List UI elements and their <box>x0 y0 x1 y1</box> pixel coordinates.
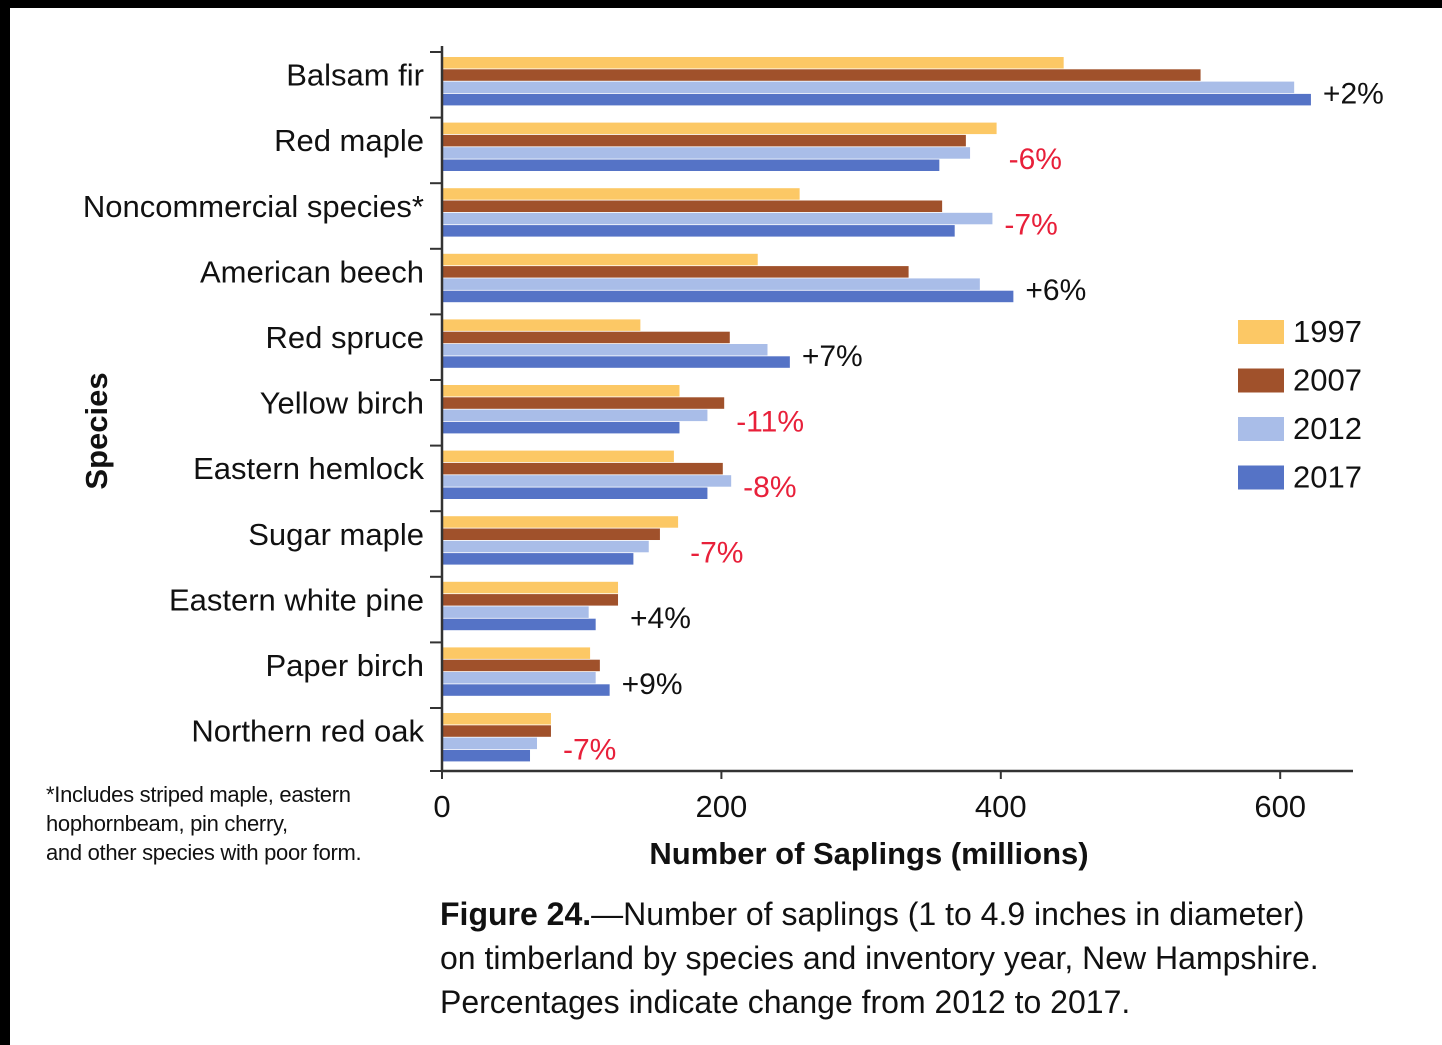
change-annotation-sugar-maple: -7% <box>690 537 743 570</box>
bar-eastern-hemlock-2007 <box>442 462 723 475</box>
legend-swatch-1997 <box>1238 320 1284 344</box>
figure-page: 0 200 400 600 Number of Saplings (millions) S… <box>10 8 1442 1045</box>
bar-sugar-maple-2012 <box>442 540 649 553</box>
footnote-line-1: *Includes striped maple, eastern <box>46 782 351 807</box>
bar-red-spruce-2017 <box>442 356 790 368</box>
bar-paper-birch-2007 <box>442 659 600 672</box>
bar-sugar-maple-1997 <box>442 516 679 528</box>
caption-figure-label: Figure 24. <box>440 896 592 932</box>
category-label-eastern-hemlock: Eastern hemlock <box>193 451 424 486</box>
bar-sugar-maple-2007 <box>442 528 660 540</box>
legend-label-1997: 1997 <box>1293 314 1362 349</box>
bar-yellow-birch-2012 <box>442 409 708 422</box>
footnote-line-2: hophornbeam, pin cherry, <box>46 811 288 836</box>
footnote-line-3: and other species with poor form. <box>46 840 362 865</box>
category-label-yellow-birch: Yellow birch <box>260 386 424 421</box>
bar-yellow-birch-2007 <box>442 397 725 409</box>
caption-line-2: on timberland by species and inventory y… <box>440 940 1319 976</box>
bar-american-beech-2007 <box>442 266 909 278</box>
x-tick-label-0: 0 <box>433 789 450 824</box>
change-annotation-red-maple: -6% <box>1009 143 1062 176</box>
category-label-paper-birch: Paper birch <box>265 648 424 683</box>
legend-swatch-2012 <box>1238 417 1284 441</box>
bar-red-spruce-2007 <box>442 331 730 344</box>
category-label-northern-red-oak: Northern red oak <box>191 714 424 749</box>
category-label-red-maple: Red maple <box>274 123 424 158</box>
legend-label-2007: 2007 <box>1293 363 1362 398</box>
bar-american-beech-2012 <box>442 278 980 290</box>
legend-label-2017: 2017 <box>1293 460 1362 495</box>
bar-noncommercial-species-2007 <box>442 200 943 212</box>
bar-sugar-maple-2017 <box>442 553 634 565</box>
x-tick-label-600: 600 <box>1254 789 1306 824</box>
legend-swatch-2007 <box>1238 368 1284 393</box>
bar-noncommercial-species-2012 <box>442 212 993 225</box>
category-label-sugar-maple: Sugar maple <box>248 517 424 552</box>
bar-balsam-fir-2017 <box>442 93 1311 106</box>
x-axis-title: Number of Saplings (millions) <box>649 836 1088 871</box>
bar-american-beech-1997 <box>442 253 758 266</box>
category-label-eastern-white-pine: Eastern white pine <box>169 582 424 617</box>
change-annotation-eastern-white-pine: +4% <box>630 602 691 635</box>
bar-northern-red-oak-2007 <box>442 725 551 737</box>
bar-american-beech-2017 <box>442 290 1014 303</box>
bar-northern-red-oak-1997 <box>442 713 551 725</box>
caption-line-1: —Number of saplings (1 to 4.9 inches in … <box>591 896 1305 932</box>
x-tick-label-400: 400 <box>975 789 1027 824</box>
bar-noncommercial-species-2017 <box>442 225 955 237</box>
bar-noncommercial-species-1997 <box>442 188 800 200</box>
bar-paper-birch-1997 <box>442 647 591 659</box>
bar-red-maple-2007 <box>442 134 966 147</box>
bar-northern-red-oak-2017 <box>442 749 531 762</box>
bar-red-spruce-2012 <box>442 344 768 356</box>
bar-yellow-birch-1997 <box>442 385 680 397</box>
change-annotation-balsam-fir: +2% <box>1323 77 1384 110</box>
bar-red-spruce-1997 <box>442 319 641 331</box>
bar-yellow-birch-2017 <box>442 421 680 434</box>
change-annotation-american-beech: +6% <box>1025 274 1086 307</box>
bar-paper-birch-2012 <box>442 672 596 684</box>
bar-eastern-hemlock-2017 <box>442 487 708 499</box>
legend-label-2012: 2012 <box>1293 411 1362 446</box>
caption-line-3: Percentages indicate change from 2012 to… <box>440 984 1131 1020</box>
bar-balsam-fir-1997 <box>442 57 1064 69</box>
change-annotation-noncommercial-species: -7% <box>1004 209 1057 242</box>
x-tick-label-200: 200 <box>696 789 748 824</box>
bar-eastern-white-pine-2017 <box>442 618 596 631</box>
bar-red-maple-2012 <box>442 147 971 159</box>
bar-northern-red-oak-2012 <box>442 737 537 750</box>
change-annotation-yellow-birch: -11% <box>736 405 804 438</box>
bar-eastern-white-pine-2012 <box>442 606 589 618</box>
bar-eastern-white-pine-2007 <box>442 594 619 606</box>
category-label-american-beech: American beech <box>200 254 424 289</box>
bar-balsam-fir-2007 <box>442 69 1201 81</box>
change-annotation-northern-red-oak: -7% <box>563 733 616 766</box>
y-axis-title: Species <box>79 372 114 489</box>
change-annotation-eastern-hemlock: -8% <box>743 471 796 504</box>
figure-caption: Figure 24.—Number of saplings (1 to 4.9 … <box>440 892 1442 1024</box>
category-label-balsam-fir: Balsam fir <box>286 58 424 93</box>
bar-balsam-fir-2012 <box>442 81 1295 94</box>
category-label-noncommercial-species: Noncommercial species* <box>83 189 424 224</box>
bar-red-maple-1997 <box>442 122 997 135</box>
bar-eastern-hemlock-1997 <box>442 450 674 463</box>
change-annotation-paper-birch: +9% <box>622 668 683 701</box>
bar-paper-birch-2017 <box>442 684 610 696</box>
bar-red-maple-2017 <box>442 159 940 171</box>
footnote: *Includes striped maple, eastern hophorn… <box>46 780 426 867</box>
legend-swatch-2017 <box>1238 465 1284 490</box>
bar-eastern-hemlock-2012 <box>442 475 732 487</box>
category-label-red-spruce: Red spruce <box>265 320 424 355</box>
change-annotation-red-spruce: +7% <box>802 340 863 373</box>
sapling-bar-chart: 0 200 400 600 Number of Saplings (millions) S… <box>79 46 1384 871</box>
bar-eastern-white-pine-1997 <box>442 581 619 594</box>
